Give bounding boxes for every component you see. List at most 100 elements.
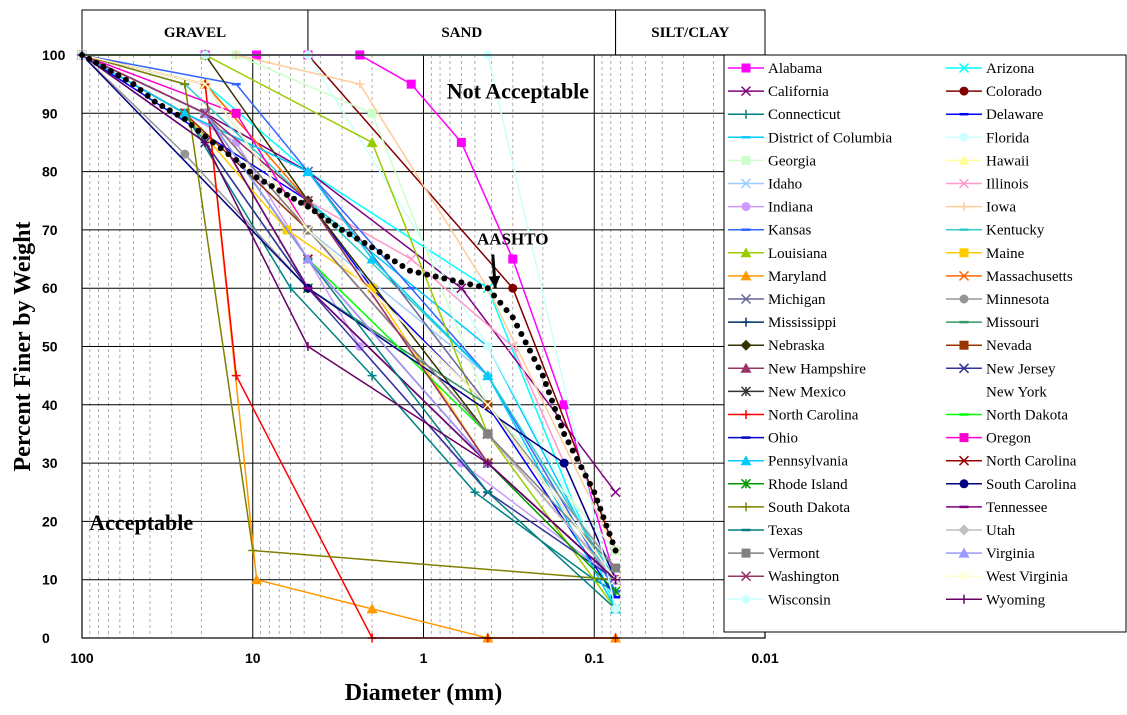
data-point (179, 107, 191, 118)
data-point (559, 400, 569, 410)
y-tick-label: 20 (42, 513, 58, 529)
legend-label: Hawaii (986, 153, 1029, 169)
legend-swatch-marker (741, 155, 751, 165)
data-point (251, 574, 263, 585)
legend-item-south-carolina: South Carolina (946, 477, 1077, 493)
data-point (231, 137, 241, 147)
legend-item-delaware: Delaware (946, 107, 1044, 123)
y-tick-label: 60 (42, 280, 58, 296)
legend-item-vermont: Vermont (728, 546, 820, 562)
data-point (574, 455, 581, 462)
data-point (456, 137, 466, 147)
data-point (302, 166, 314, 177)
data-point (361, 240, 368, 247)
legend-item-new-mexico: New Mexico (728, 384, 846, 400)
legend-item-texas: Texas (728, 523, 803, 539)
legend-swatch-marker (740, 386, 752, 397)
legend-label: District of Columbia (768, 130, 892, 146)
legend-item-california: California (728, 84, 829, 100)
legend-swatch-marker (959, 594, 969, 604)
x-axis-title: Diameter (mm) (345, 680, 502, 706)
legend-item-washington: Washington (728, 569, 840, 585)
legend-item-ohio: Ohio (728, 431, 798, 447)
legend-label: Mississippi (768, 315, 836, 331)
data-point (369, 244, 376, 251)
legend-label: Wisconsin (768, 592, 831, 608)
legend-label: Massachusetts (986, 269, 1073, 285)
data-point (355, 79, 365, 89)
data-point (286, 283, 296, 293)
legend-label: Arizona (986, 61, 1035, 77)
data-point (253, 174, 260, 181)
legend-label: South Carolina (986, 477, 1077, 493)
legend-label: Virginia (986, 546, 1035, 562)
data-point (268, 183, 275, 190)
data-point (508, 283, 518, 293)
legend-swatch-marker (741, 594, 751, 604)
data-point (406, 79, 416, 89)
legend-label: New York (986, 384, 1047, 400)
y-tick-label: 90 (42, 105, 58, 121)
legend-label: New Jersey (986, 361, 1056, 377)
legend-item-wisconsin: Wisconsin (728, 592, 831, 608)
band-label-sand: SAND (441, 25, 482, 41)
grid-lines (81, 54, 766, 639)
data-point (406, 267, 413, 274)
legend-item-florida: Florida (946, 130, 1030, 146)
legend-label: Louisiana (768, 246, 827, 262)
legend-item-massachusetts: Massachusetts (946, 269, 1073, 285)
data-point (539, 372, 546, 379)
data-point (558, 422, 565, 429)
annotation-acceptable: Acceptable (89, 510, 193, 535)
legend-swatch-marker (958, 363, 970, 374)
series-line (81, 54, 617, 610)
legend-swatch-marker (959, 132, 969, 142)
x-tick-label: 0.1 (585, 650, 605, 666)
legend-item-new-hampshire: New Hampshire (728, 361, 866, 377)
legend-label: Florida (986, 130, 1030, 146)
x-tick-label: 10 (245, 650, 261, 666)
data-point (518, 331, 525, 338)
data-point (200, 79, 211, 90)
data-point (507, 341, 518, 352)
data-point (591, 489, 598, 496)
legend-item-nebraska: Nebraska (728, 338, 825, 354)
band-sand (307, 9, 617, 56)
legend-label: Nevada (986, 338, 1032, 354)
data-point (225, 151, 232, 158)
legend-label: Missouri (986, 315, 1039, 331)
legend-label: Kentucky (986, 223, 1045, 239)
data-point (284, 191, 291, 198)
data-point (304, 203, 311, 210)
data-point (367, 108, 377, 118)
data-point (514, 322, 521, 329)
legend-item-alabama: Alabama (728, 61, 822, 77)
legend-item-north-carolina: North Carolina (728, 408, 859, 424)
data-point (586, 480, 593, 487)
data-point (290, 195, 297, 202)
data-point (366, 253, 378, 264)
legend-item-virginia: Virginia (946, 546, 1035, 562)
legend-swatch-marker (741, 202, 751, 212)
legend-label: Maine (986, 246, 1025, 262)
legend-label: Alabama (768, 61, 822, 77)
data-point (503, 307, 510, 314)
legend-label: Michigan (768, 292, 826, 308)
legend-item-new-york: New York (986, 384, 1047, 400)
legend-label: Connecticut (768, 107, 841, 123)
legend-swatch-marker (959, 86, 969, 96)
annotation-arrowhead (488, 275, 501, 289)
data-point (302, 253, 314, 264)
data-point (406, 254, 417, 265)
data-point (93, 59, 100, 66)
legend-swatch-marker (958, 62, 970, 74)
data-point (302, 224, 313, 235)
y-tick-label: 0 (42, 630, 50, 646)
data-point (476, 283, 483, 290)
data-point (332, 222, 339, 229)
data-point (376, 249, 383, 256)
legend-box (723, 54, 1127, 633)
band-gravel (81, 9, 309, 56)
y-tick-label: 70 (42, 222, 58, 238)
